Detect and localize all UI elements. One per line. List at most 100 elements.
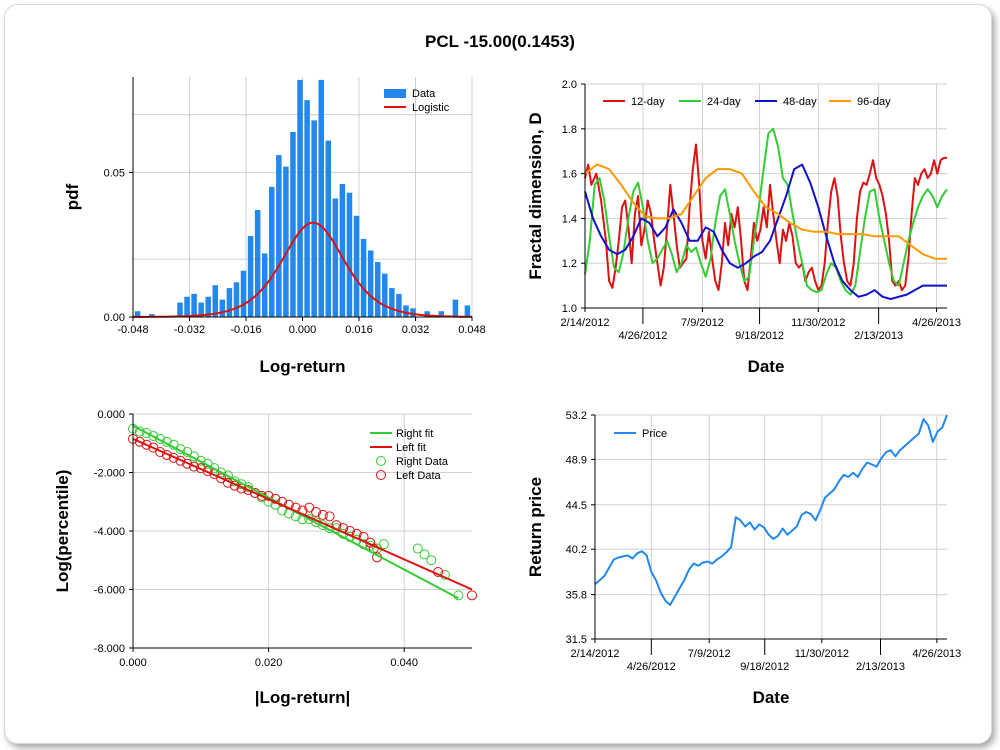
x-tick-label: 4/26/2013 [912, 317, 961, 329]
x-tick-label: 9/18/2012 [735, 330, 784, 342]
x-tick-label: 0.016 [345, 324, 373, 336]
histogram-bar [374, 262, 381, 317]
y-tick-label: 1.6 [562, 169, 577, 181]
left-data-point [317, 509, 328, 520]
histogram-bar [452, 299, 459, 317]
x-tick-label: 7/9/2012 [688, 648, 731, 660]
y-tick-label: 44.5 [566, 500, 587, 512]
series-line-12-day [584, 143, 947, 292]
y-tick-label: 53.2 [566, 410, 587, 422]
series-line-96-day [584, 163, 947, 260]
right-data-point [148, 430, 159, 441]
left-data-point [195, 463, 206, 474]
y-tick-label: 31.5 [566, 634, 587, 646]
histogram-bar [438, 311, 445, 317]
y-tick-label: 1.8 [562, 124, 577, 136]
x-tick-label: 11/30/2012 [791, 317, 845, 329]
y-tick-label: 1.0 [562, 303, 577, 315]
histogram-bar [403, 305, 409, 317]
y-axis-label: Log(percentile) [53, 470, 72, 593]
log-percentile-panel: 0.000 0.020 0.040 0.000 -2.000 -4.000 -6.000 -8… [53, 409, 477, 707]
x-tick-label: 4/26/2012 [627, 661, 676, 673]
y-tick-label: 0.00 [104, 312, 125, 324]
x-tick-label: 0.040 [390, 657, 418, 669]
y-tick-label: 35.8 [566, 590, 587, 602]
y-tick-label: -8.000 [94, 643, 125, 655]
histogram-bar [311, 120, 317, 317]
histogram-bar [233, 282, 240, 317]
series-line-price [594, 414, 948, 606]
series-line-24-day [584, 127, 948, 296]
histogram-bar [191, 293, 197, 317]
x-tick-label: 0.048 [458, 324, 486, 336]
page-title: PCL -15.00(0.1453) [425, 32, 575, 51]
histogram-bar [134, 311, 141, 317]
left-data-point [182, 458, 193, 469]
fractal-dimension-panel: 2/14/2012 4/26/2012 7/9/2012 9/18/2012 11/30… [526, 79, 961, 376]
histogram-bar [198, 302, 204, 317]
legend-swatch-right-data [376, 456, 386, 466]
right-data-point [419, 549, 430, 560]
x-tick-label: 2/14/2012 [571, 648, 620, 660]
x-tick-label: 0.020 [255, 657, 283, 669]
histogram-bar [367, 250, 374, 317]
histogram-bar [353, 215, 360, 317]
histogram-bar [464, 305, 471, 317]
histogram-bar [424, 311, 430, 317]
y-tick-label: 1.2 [562, 258, 577, 270]
histogram-bar [389, 288, 395, 317]
legend-label: 24-day [707, 96, 741, 108]
legend-swatch-left-data [376, 470, 386, 480]
legend-label: 12-day [631, 96, 665, 108]
histogram-bar [212, 285, 219, 317]
x-tick-label: 2/13/2013 [854, 330, 903, 342]
x-tick-label: 9/18/2012 [740, 661, 789, 673]
y-tick-label: -4.000 [94, 526, 125, 538]
x-tick-label: 11/30/2012 [795, 648, 849, 660]
histogram-bar [283, 166, 289, 317]
x-tick-label: 0.000 [119, 657, 147, 669]
histogram-bar [332, 198, 339, 317]
x-axis-label: Date [748, 357, 785, 376]
x-tick-label: 0.000 [289, 324, 317, 336]
legend-label-left-fit: Left fit [396, 442, 426, 454]
histogram-bar [360, 238, 367, 317]
histogram-bar [240, 270, 247, 317]
y-tick-label: 0.05 [104, 167, 125, 179]
histogram-bar [276, 155, 282, 317]
right-data-point [155, 433, 166, 444]
right-data-point [195, 455, 206, 466]
histogram-bar [346, 192, 353, 317]
right-data-point [412, 543, 423, 554]
x-axis-label: |Log-return| [255, 688, 350, 707]
histogram-bar [247, 236, 254, 317]
y-axis-label: pdf [63, 183, 82, 210]
series-line-48-day [584, 163, 947, 300]
histogram-bar [304, 100, 310, 317]
x-tick-label: 7/9/2012 [681, 317, 724, 329]
y-tick-label: 48.9 [566, 454, 587, 466]
histogram-bar [219, 299, 226, 317]
x-tick-label: 0.032 [402, 324, 430, 336]
y-tick-label: -6.000 [94, 585, 125, 597]
right-data-point [426, 555, 437, 566]
left-data-point [175, 455, 186, 466]
histogram-bar [325, 140, 332, 317]
x-tick-label: 2/14/2012 [561, 317, 610, 329]
x-tick-label: 2/13/2013 [856, 661, 905, 673]
left-data-point [324, 511, 335, 522]
histogram-bar [318, 79, 324, 317]
right-data-point [141, 428, 152, 439]
histogram-bar [226, 288, 233, 317]
legend-label: 96-day [857, 96, 891, 108]
legend-label: 48-day [783, 96, 817, 108]
legend-label: Price [642, 428, 667, 440]
legend-label-data: Data [412, 88, 436, 100]
y-axis-label: Fractal dimension, D [526, 112, 545, 279]
x-axis-label: Log-return [260, 357, 346, 376]
histogram-bar [290, 131, 296, 317]
legend-swatch-data [384, 89, 406, 98]
histogram-bar [184, 296, 190, 317]
left-data-point [311, 506, 322, 517]
